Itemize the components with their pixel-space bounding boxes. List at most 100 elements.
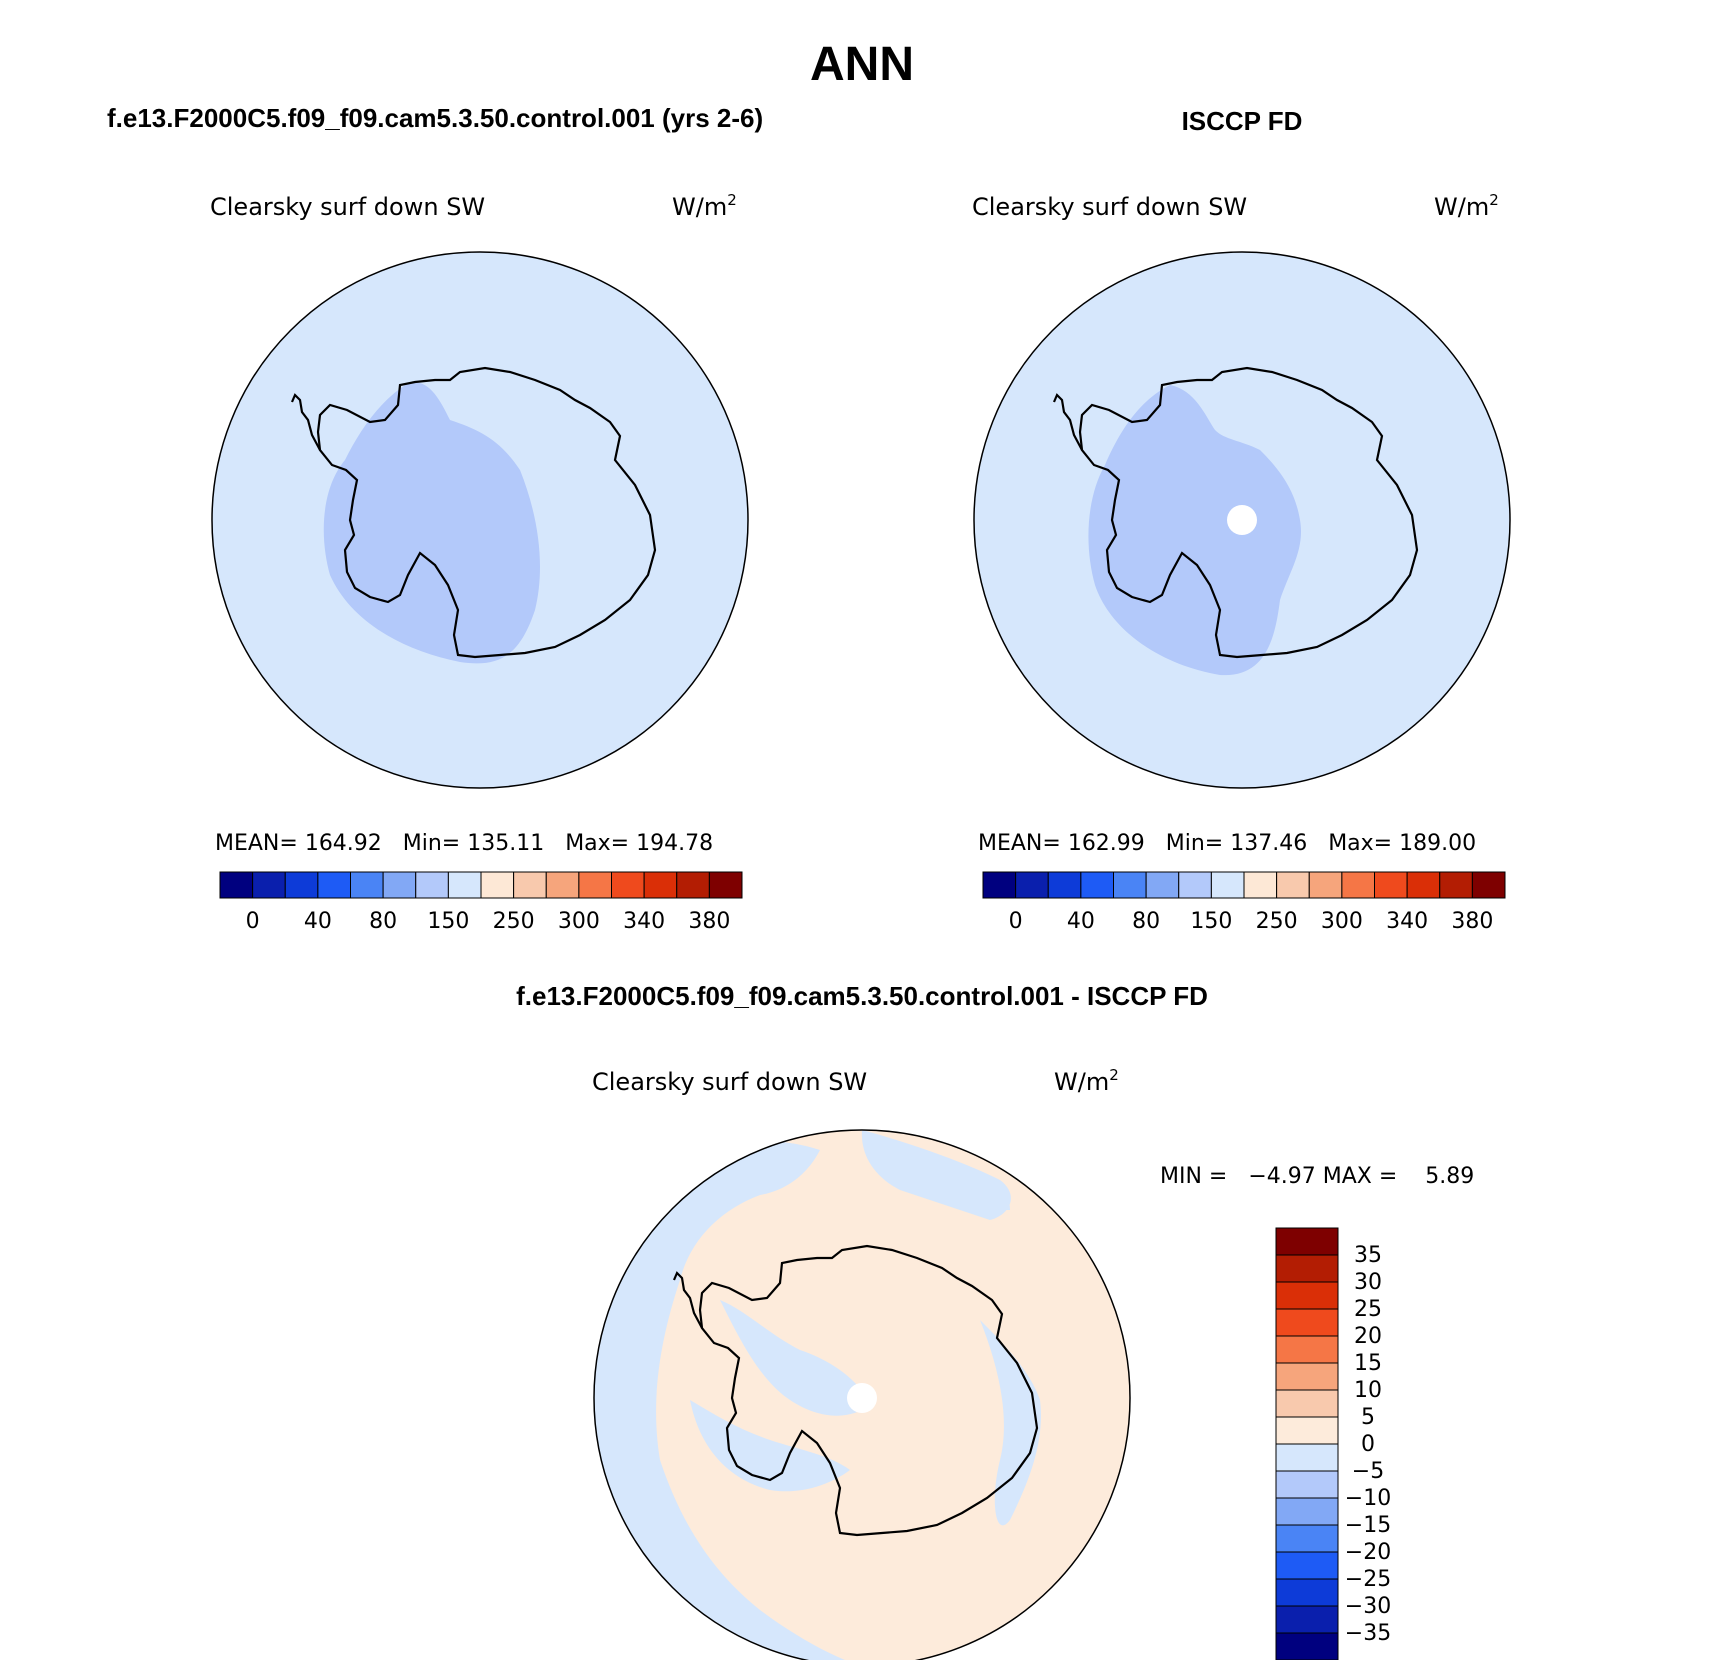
colorbar-swatch xyxy=(1080,871,1114,899)
panel-obs-heading: ISCCP FD xyxy=(1182,106,1303,136)
colorbar-swatch xyxy=(1275,1335,1339,1364)
panel-model-contour xyxy=(323,381,540,664)
panel-obs-contour xyxy=(1088,385,1301,676)
colorbar-tick-label: 30 xyxy=(1354,1270,1382,1295)
colorbar-tick-label: −30 xyxy=(1345,1594,1391,1619)
colorbar-swatch xyxy=(252,871,286,899)
colorbar-tick-label: 20 xyxy=(1354,1324,1382,1349)
panel-model-stats: MEAN= 164.92 Min= 135.11 Max= 194.78 xyxy=(215,831,713,856)
colorbar-tick-label: 250 xyxy=(1256,909,1298,934)
colorbar-tick-label: 80 xyxy=(369,909,397,934)
colorbar-tick-label: 300 xyxy=(1321,909,1363,934)
colorbar-swatch xyxy=(1275,1497,1339,1526)
colorbar-swatch xyxy=(1275,1362,1339,1391)
colorbar-tick-label: 380 xyxy=(688,909,730,934)
panel-model-units: W/m2 xyxy=(672,191,737,221)
colorbar-swatch xyxy=(1275,1227,1339,1256)
colorbar-tick-label: 35 xyxy=(1354,1243,1382,1268)
panel-obs-pole-hole xyxy=(1227,505,1257,535)
panel-diff-pole-hole xyxy=(847,1383,877,1413)
panel-obs: ISCCP FD Clearsky surf down SW W/m2 MEAN… xyxy=(972,106,1511,934)
colorbar-tick-label: −35 xyxy=(1345,1621,1391,1646)
colorbar-swatch xyxy=(1275,1632,1339,1660)
panel-obs-map-border xyxy=(973,251,1511,789)
colorbar-tick-label: 150 xyxy=(1190,909,1232,934)
colorbar-tick-label: −25 xyxy=(1345,1567,1391,1592)
colorbar-swatch xyxy=(1275,1416,1339,1445)
colorbar-swatch xyxy=(611,871,645,899)
colorbar-swatch xyxy=(1439,871,1473,899)
colorbar-swatch xyxy=(480,871,515,899)
colorbar-tick-label: 80 xyxy=(1132,909,1160,934)
panel-model-map xyxy=(212,252,748,788)
colorbar-tick-label: 0 xyxy=(1009,909,1023,934)
panel-model-heading: f.e13.F2000C5.f09_f09.cam5.3.50.control.… xyxy=(107,103,763,133)
panel-model-variable: Clearsky surf down SW xyxy=(210,193,485,221)
colorbar-tick-label: 5 xyxy=(1361,1405,1375,1430)
colorbar-tick-label: 40 xyxy=(1067,909,1095,934)
colorbar-swatch xyxy=(1275,1308,1339,1337)
colorbar-swatch xyxy=(1276,871,1310,899)
colorbar-swatch xyxy=(513,871,547,899)
colorbar-swatch xyxy=(1275,1605,1339,1634)
colorbar-swatch xyxy=(1406,871,1441,899)
panel-obs-units: W/m2 xyxy=(1434,191,1499,221)
panel-model-units-sup: 2 xyxy=(727,191,737,209)
panel-model-map-border xyxy=(211,251,749,789)
panel-diff-negative-region xyxy=(690,1400,850,1492)
panel-diff-heading: f.e13.F2000C5.f09_f09.cam5.3.50.control.… xyxy=(516,981,1208,1011)
colorbar-tick-label: 10 xyxy=(1354,1378,1382,1403)
panel-obs-map xyxy=(974,252,1510,788)
colorbar-swatch xyxy=(1210,871,1245,899)
colorbar-tick-label: 15 xyxy=(1354,1351,1382,1376)
panel-diff-variable: Clearsky surf down SW xyxy=(592,1068,867,1096)
panel-model-colorbar: 0 40 80 150 250 300 340 380 xyxy=(219,871,743,934)
colorbar-tick-label: 340 xyxy=(623,909,665,934)
colorbar-swatch xyxy=(382,871,417,899)
colorbar-swatch xyxy=(1471,871,1506,899)
colorbar-swatch xyxy=(1275,1578,1339,1607)
colorbar-tick-label: −15 xyxy=(1345,1513,1391,1538)
panel-diff-negative-region xyxy=(980,1320,1041,1526)
colorbar-swatch xyxy=(1275,1470,1339,1499)
panel-model: f.e13.F2000C5.f09_f09.cam5.3.50.control.… xyxy=(107,103,763,934)
panel-diff-negative-region xyxy=(960,1170,1010,1210)
colorbar-swatch xyxy=(1374,871,1408,899)
panel-obs-variable: Clearsky surf down SW xyxy=(972,193,1247,221)
colorbar-swatch xyxy=(1243,871,1278,899)
colorbar-swatch xyxy=(1275,1254,1339,1283)
panel-obs-units-sup: 2 xyxy=(1489,191,1499,209)
panel-diff-units-sup: 2 xyxy=(1109,1066,1119,1084)
colorbar-swatch xyxy=(708,871,743,899)
colorbar-swatch xyxy=(1341,871,1375,899)
colorbar-tick-label: 0 xyxy=(1361,1432,1375,1457)
colorbar-swatch xyxy=(317,871,351,899)
colorbar-swatch xyxy=(219,871,254,899)
colorbar-tick-label: 300 xyxy=(558,909,600,934)
panel-obs-colorbar: 0 40 80 150 250 300 340 380 xyxy=(982,871,1506,934)
panel-diff-map xyxy=(594,1130,1130,1660)
colorbar-swatch xyxy=(643,871,678,899)
colorbar-tick-label: 250 xyxy=(493,909,535,934)
colorbar-swatch xyxy=(1178,871,1212,899)
panel-diff: f.e13.F2000C5.f09_f09.cam5.3.50.control.… xyxy=(516,981,1474,1660)
colorbar-swatch xyxy=(284,871,319,899)
panel-diff-negative-region xyxy=(861,1130,1011,1220)
colorbar-swatch xyxy=(1145,871,1180,899)
colorbar-tick-label: −5 xyxy=(1352,1459,1384,1484)
panel-diff-negative-region xyxy=(720,1300,870,1416)
colorbar-swatch xyxy=(578,871,612,899)
colorbar-swatch xyxy=(350,871,384,899)
colorbar-swatch xyxy=(1275,1389,1339,1418)
panel-diff-stats: MIN = −4.97 MAX = 5.89 xyxy=(1160,1164,1474,1189)
main-title: ANN xyxy=(810,38,914,91)
colorbar-swatch xyxy=(1275,1443,1339,1472)
colorbar-swatch xyxy=(1015,871,1049,899)
colorbar-swatch xyxy=(1308,871,1343,899)
colorbar-swatch xyxy=(1047,871,1082,899)
colorbar-tick-label: 380 xyxy=(1451,909,1493,934)
colorbar-tick-label: −10 xyxy=(1345,1486,1391,1511)
colorbar-swatch xyxy=(676,871,710,899)
